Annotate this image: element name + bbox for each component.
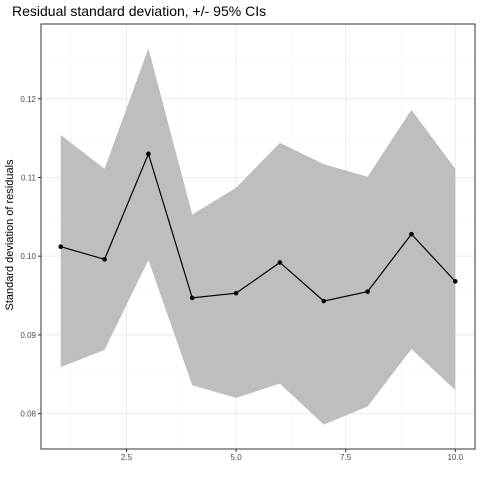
data-point	[58, 244, 64, 250]
panel-border	[40, 23, 476, 450]
data-point	[233, 290, 239, 296]
x-tick-label: 2.5	[121, 453, 133, 462]
y-tick-label: 0.12	[20, 95, 36, 104]
data-point	[146, 151, 151, 157]
data-point	[277, 260, 283, 265]
x-tick-label: 10.0	[447, 453, 463, 462]
x-tick-label: 5.0	[231, 453, 243, 462]
data-point	[365, 289, 370, 294]
chart-title: Residual standard deviation, +/- 95% CIs	[12, 3, 266, 19]
y-tick-label: 0.09	[20, 331, 36, 340]
data-point	[189, 295, 195, 301]
y-tick-label: 0.10	[20, 252, 36, 261]
series-line	[60, 152, 456, 302]
data-point	[321, 298, 327, 304]
ci-ribbon	[60, 48, 456, 425]
x-tick-label: 7.5	[340, 453, 352, 462]
y-axis-label: Standard deviation of residuals	[4, 159, 16, 311]
y-tick-label: 0.08	[20, 410, 36, 419]
plot-panel: 2.5 5.0 7.5 10.0 0.08 0.09 0.10 0.11 0.12	[20, 23, 476, 462]
data-point	[102, 257, 107, 262]
data-point	[409, 231, 414, 237]
data-point	[452, 279, 458, 284]
y-tick-label: 0.11	[21, 173, 37, 182]
